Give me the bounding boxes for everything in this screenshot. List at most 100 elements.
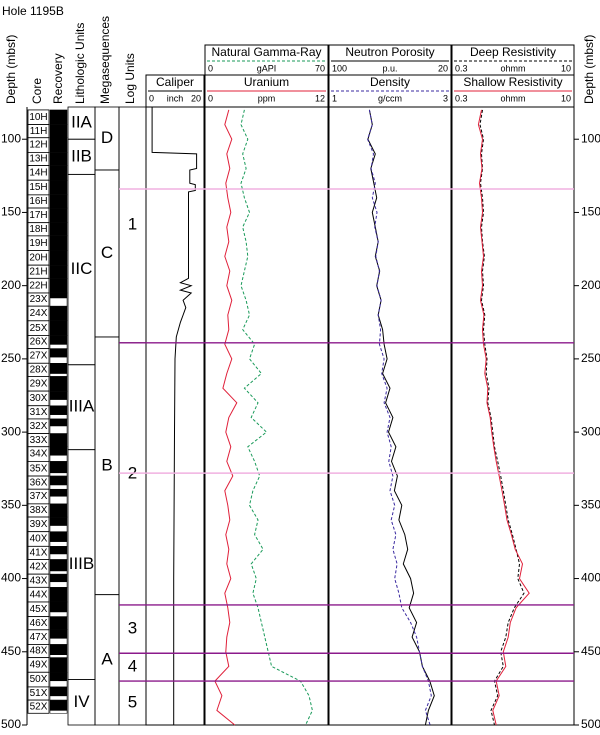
recovery-bar xyxy=(50,418,67,427)
recovery-bar xyxy=(50,335,67,345)
series-name: Uranium xyxy=(244,75,289,89)
scale-min: 1 xyxy=(332,93,337,103)
series-name: Shallow Resistivity xyxy=(463,75,562,89)
scale-min: 100 xyxy=(332,63,347,73)
column-header: Megasequences xyxy=(98,16,112,104)
recovery-bar xyxy=(50,433,67,447)
unit-label: 1 xyxy=(128,214,137,233)
scale-unit: ohmm xyxy=(500,93,525,103)
recovery-bar xyxy=(50,265,67,279)
core-label: 33X xyxy=(30,435,48,446)
recovery-bar xyxy=(50,292,67,299)
recovery-bar xyxy=(50,124,67,138)
scale-unit: inch xyxy=(167,93,184,103)
recovery-bar xyxy=(50,559,67,572)
core-label: 35X xyxy=(30,463,48,474)
recovery-bar xyxy=(50,629,67,639)
scale-unit: ohmm xyxy=(500,63,525,73)
unit-label: IIIA xyxy=(69,397,95,416)
core-label: 45X xyxy=(30,604,48,615)
recovery-bar xyxy=(50,391,67,400)
series-name: Density xyxy=(370,75,410,89)
core-label: 48X xyxy=(30,646,48,657)
core-label: 39X xyxy=(30,519,48,530)
unit-label: IIC xyxy=(71,259,93,278)
core-label: 51X xyxy=(30,688,48,699)
y-tick-label: 100 xyxy=(1,131,21,145)
recovery-bar xyxy=(50,278,67,293)
recovery-bar xyxy=(50,587,67,602)
core-label: 28X xyxy=(30,365,48,376)
recovery-bar xyxy=(50,376,67,392)
log-curve xyxy=(367,109,432,726)
unit-label: IV xyxy=(73,692,90,711)
log-curve xyxy=(367,109,435,726)
recovery-bar xyxy=(50,476,67,486)
recovery-bar xyxy=(50,250,67,266)
core-label: 25X xyxy=(30,323,48,334)
scale-unit: gAPI xyxy=(257,63,277,73)
column-header: Log Units xyxy=(123,53,137,104)
recovery-bar xyxy=(50,489,67,497)
recovery-bar xyxy=(50,574,67,583)
log-curve xyxy=(151,107,198,725)
log-curve xyxy=(214,109,238,726)
y-tick-label: 250 xyxy=(581,351,600,365)
unit-label: 5 xyxy=(128,693,137,712)
recovery-bar xyxy=(50,165,67,181)
core-label: 21H xyxy=(29,266,47,277)
recovery-bar xyxy=(50,616,67,630)
core-label: 23X xyxy=(30,294,48,305)
y-tick-label: 200 xyxy=(581,278,600,292)
series-name: Caliper xyxy=(156,75,194,89)
y-tick-label: 150 xyxy=(1,205,21,219)
y-tick-label: 350 xyxy=(1,498,21,512)
core-label: 49X xyxy=(30,660,48,671)
core-label: 18H xyxy=(29,224,47,235)
recovery-bar xyxy=(50,686,67,697)
recovery-bar xyxy=(50,644,67,655)
core-label: 44X xyxy=(30,589,48,600)
scale-unit: ppm xyxy=(258,93,276,103)
column-header: Lithologic Units xyxy=(73,23,87,104)
unit-label: C xyxy=(101,243,113,262)
core-label: 40X xyxy=(30,534,48,545)
core-label: 38X xyxy=(30,505,48,516)
recovery-bar xyxy=(50,601,67,613)
core-label: 41X xyxy=(30,548,48,559)
recovery-bar xyxy=(50,446,67,456)
core-label: 32X xyxy=(30,421,48,432)
track-frame xyxy=(145,74,205,726)
recovery-bar xyxy=(50,208,67,223)
y-tick-label: 250 xyxy=(1,351,21,365)
recovery-bar xyxy=(50,461,67,474)
core-label: 27X xyxy=(30,351,48,362)
scale-min: 0 xyxy=(208,63,213,73)
core-label: 20H xyxy=(29,252,47,263)
recovery-bar xyxy=(50,405,67,415)
core-label: 19H xyxy=(29,238,47,249)
core-label: 29X xyxy=(30,378,48,389)
y-tick-label: 400 xyxy=(581,571,600,585)
core-label: 43X xyxy=(30,575,48,586)
y-tick-label: 300 xyxy=(1,424,21,438)
scale-min: 0 xyxy=(149,93,154,103)
core-label: 16H xyxy=(29,196,47,207)
series-name: Natural Gamma-Ray xyxy=(211,45,321,59)
core-label: 24X xyxy=(30,308,48,319)
core-box xyxy=(27,699,50,714)
recovery-bar xyxy=(50,180,67,195)
column-header: Depth (mbsf) xyxy=(582,35,596,104)
log-curve xyxy=(240,109,313,726)
recovery-bar xyxy=(50,320,67,336)
scale-unit: g/ccm xyxy=(378,93,402,103)
scale-max: 20 xyxy=(191,93,201,103)
series-name: Deep Resistivity xyxy=(470,45,556,59)
core-label: 13H xyxy=(29,154,47,165)
scale-max: 10 xyxy=(561,93,571,103)
scale-max: 10 xyxy=(561,63,571,73)
recovery-bar xyxy=(50,672,67,682)
recovery-bar xyxy=(50,363,67,374)
unit-label: B xyxy=(101,455,112,474)
scale-max: 12 xyxy=(315,93,325,103)
